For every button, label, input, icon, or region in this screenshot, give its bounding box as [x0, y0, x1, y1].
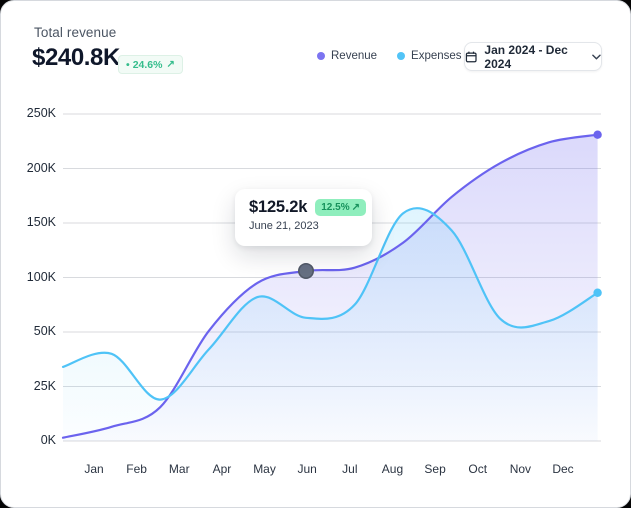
expenses-line	[61, 207, 599, 401]
expenses-area	[63, 208, 598, 441]
revenue-line	[61, 133, 599, 439]
total-revenue-value: $240.8K	[32, 44, 120, 71]
date-range-label: Jan 2024 - Dec 2024	[484, 42, 568, 71]
highlighted-point[interactable]	[297, 262, 314, 279]
card-title: Total revenue	[34, 25, 117, 40]
revenue-endpoint-dot[interactable]	[593, 130, 602, 139]
tooltip-value: $125.2k	[249, 198, 308, 216]
legend-item-revenue[interactable]: Revenue	[317, 50, 377, 62]
date-range-selector[interactable]: Jan 2024 - Dec 2024	[464, 42, 602, 71]
legend-label-revenue: Revenue	[331, 50, 378, 62]
tooltip-change-badge: 12.5% ↗	[315, 199, 366, 216]
expenses-endpoint-dot[interactable]	[593, 288, 602, 297]
chart-legend: Revenue Expenses	[317, 50, 462, 62]
growth-badge: • 24.6% ↗	[118, 55, 183, 74]
badge-dot: •	[126, 58, 130, 71]
tooltip-date: June 21, 2023	[249, 220, 319, 232]
trend-up-icon: ↗	[166, 59, 175, 70]
legend-label-expenses: Expenses	[411, 50, 462, 62]
expenses-dot-icon	[397, 52, 406, 60]
legend-item-expenses[interactable]: Expenses	[397, 50, 462, 62]
tooltip-change-percent: 12.5%	[321, 202, 350, 213]
chevron-down-icon	[592, 54, 601, 59]
calendar-icon	[465, 51, 477, 62]
tooltip-trend-up-icon: ↗	[351, 202, 360, 213]
chart-tooltip: $125.2k 12.5% ↗ June 21, 2023	[235, 189, 372, 246]
revenue-dot-icon	[317, 52, 325, 60]
badge-percent: 24.6%	[132, 58, 163, 71]
